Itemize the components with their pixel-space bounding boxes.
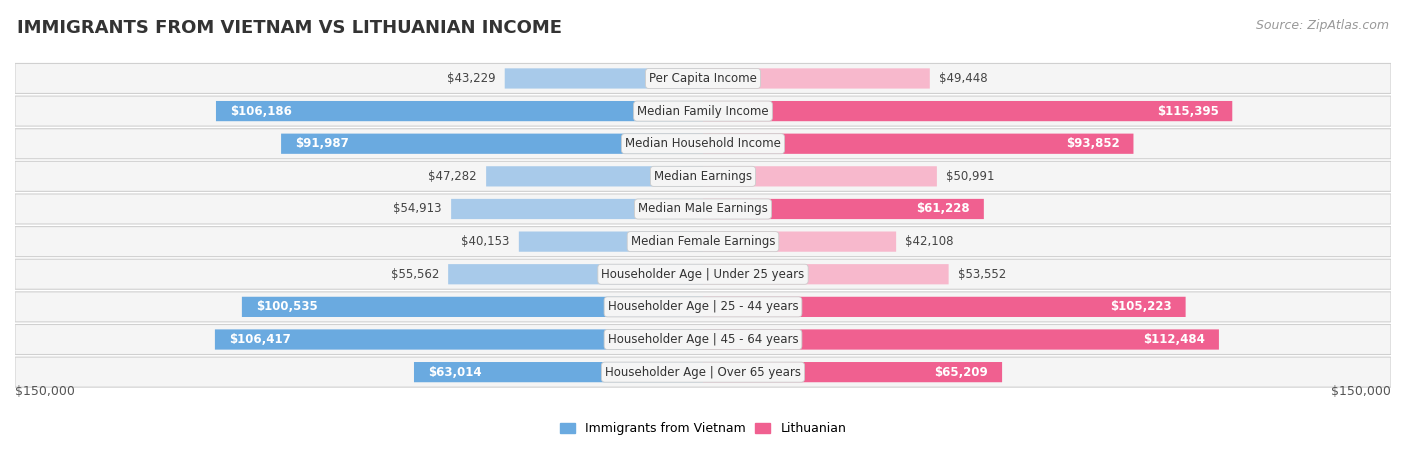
FancyBboxPatch shape	[703, 264, 949, 284]
Text: $106,417: $106,417	[229, 333, 291, 346]
Text: Source: ZipAtlas.com: Source: ZipAtlas.com	[1256, 19, 1389, 32]
FancyBboxPatch shape	[451, 199, 703, 219]
FancyBboxPatch shape	[703, 101, 1232, 121]
FancyBboxPatch shape	[703, 68, 929, 89]
Text: $53,552: $53,552	[957, 268, 1007, 281]
Text: $150,000: $150,000	[15, 384, 75, 397]
Text: Median Female Earnings: Median Female Earnings	[631, 235, 775, 248]
Text: Householder Age | 45 - 64 years: Householder Age | 45 - 64 years	[607, 333, 799, 346]
Text: $93,852: $93,852	[1066, 137, 1119, 150]
Text: $54,913: $54,913	[394, 203, 441, 215]
Text: $91,987: $91,987	[295, 137, 349, 150]
FancyBboxPatch shape	[703, 232, 896, 252]
Legend: Immigrants from Vietnam, Lithuanian: Immigrants from Vietnam, Lithuanian	[555, 417, 851, 440]
FancyBboxPatch shape	[505, 68, 703, 89]
FancyBboxPatch shape	[15, 64, 1391, 93]
FancyBboxPatch shape	[519, 232, 703, 252]
FancyBboxPatch shape	[703, 166, 936, 186]
Text: Median Family Income: Median Family Income	[637, 105, 769, 118]
FancyBboxPatch shape	[15, 161, 1391, 191]
Text: Median Earnings: Median Earnings	[654, 170, 752, 183]
FancyBboxPatch shape	[15, 96, 1391, 126]
Text: $63,014: $63,014	[427, 366, 481, 379]
FancyBboxPatch shape	[486, 166, 703, 186]
FancyBboxPatch shape	[15, 194, 1391, 224]
Text: Householder Age | 25 - 44 years: Householder Age | 25 - 44 years	[607, 300, 799, 313]
FancyBboxPatch shape	[703, 199, 984, 219]
FancyBboxPatch shape	[15, 292, 1391, 322]
Text: Householder Age | Over 65 years: Householder Age | Over 65 years	[605, 366, 801, 379]
Text: $43,229: $43,229	[447, 72, 495, 85]
Text: $42,108: $42,108	[905, 235, 953, 248]
FancyBboxPatch shape	[15, 325, 1391, 354]
FancyBboxPatch shape	[217, 101, 703, 121]
FancyBboxPatch shape	[703, 134, 1133, 154]
Text: $106,186: $106,186	[229, 105, 291, 118]
Text: Median Household Income: Median Household Income	[626, 137, 780, 150]
Text: $61,228: $61,228	[917, 203, 970, 215]
Text: $105,223: $105,223	[1111, 300, 1171, 313]
Text: $112,484: $112,484	[1143, 333, 1205, 346]
FancyBboxPatch shape	[15, 259, 1391, 289]
FancyBboxPatch shape	[15, 129, 1391, 159]
Text: $40,153: $40,153	[461, 235, 509, 248]
Text: $65,209: $65,209	[935, 366, 988, 379]
FancyBboxPatch shape	[15, 226, 1391, 257]
Text: $47,282: $47,282	[429, 170, 477, 183]
Text: Householder Age | Under 25 years: Householder Age | Under 25 years	[602, 268, 804, 281]
Text: $49,448: $49,448	[939, 72, 987, 85]
FancyBboxPatch shape	[413, 362, 703, 382]
FancyBboxPatch shape	[703, 362, 1002, 382]
Text: $150,000: $150,000	[1331, 384, 1391, 397]
FancyBboxPatch shape	[281, 134, 703, 154]
Text: $115,395: $115,395	[1157, 105, 1219, 118]
FancyBboxPatch shape	[15, 357, 1391, 387]
Text: Per Capita Income: Per Capita Income	[650, 72, 756, 85]
FancyBboxPatch shape	[215, 329, 703, 350]
Text: $55,562: $55,562	[391, 268, 439, 281]
Text: IMMIGRANTS FROM VIETNAM VS LITHUANIAN INCOME: IMMIGRANTS FROM VIETNAM VS LITHUANIAN IN…	[17, 19, 562, 37]
Text: $50,991: $50,991	[946, 170, 994, 183]
Text: $100,535: $100,535	[256, 300, 318, 313]
FancyBboxPatch shape	[703, 329, 1219, 350]
FancyBboxPatch shape	[703, 297, 1185, 317]
FancyBboxPatch shape	[449, 264, 703, 284]
FancyBboxPatch shape	[242, 297, 703, 317]
Text: Median Male Earnings: Median Male Earnings	[638, 203, 768, 215]
